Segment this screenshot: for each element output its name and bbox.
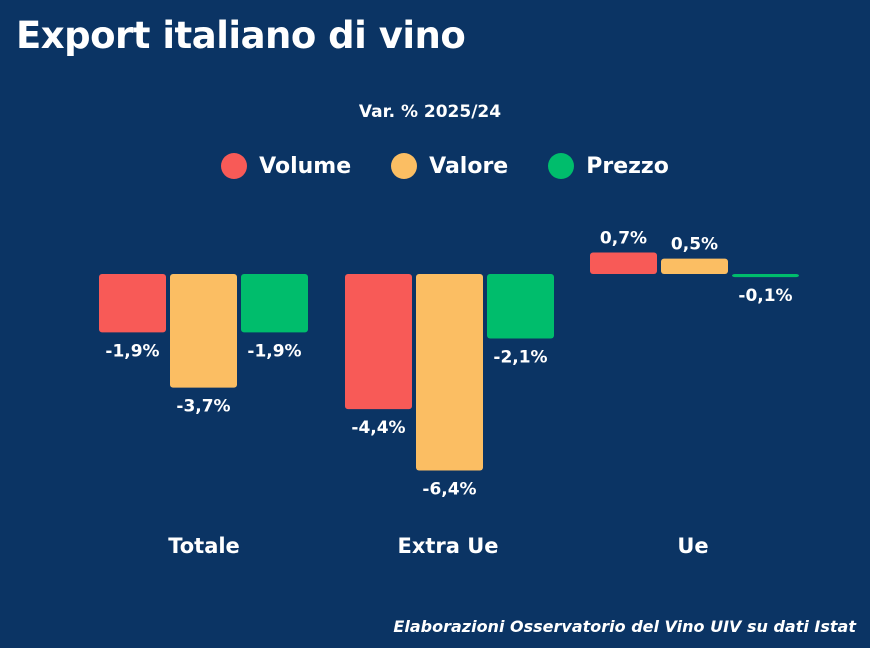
data-label-ue-valore: 0,5%	[671, 235, 718, 255]
data-label-extra-ue-volume: -4,4%	[351, 418, 405, 438]
bar-totale-volume	[99, 274, 166, 333]
bar-extra-ue-volume	[345, 274, 412, 410]
legend-item-volume: Volume	[221, 153, 351, 179]
source-note: Elaborazioni Osservatorio del Vino UIV s…	[393, 617, 856, 636]
legend-item-valore: Valore	[391, 153, 508, 179]
data-label-totale-volume: -1,9%	[105, 341, 159, 361]
legend-item-prezzo: Prezzo	[548, 153, 669, 179]
data-label-ue-volume: 0,7%	[600, 229, 647, 249]
data-label-extra-ue-valore: -6,4%	[422, 479, 476, 499]
legend-label-volume: Volume	[259, 153, 352, 179]
chart-title: Export italiano di vino	[16, 14, 466, 57]
bar-ue-valore	[661, 258, 728, 274]
data-label-totale-prezzo: -1,9%	[247, 341, 301, 361]
legend: Volume Valore Prezzo	[0, 153, 870, 179]
bar-ue-volume	[590, 252, 657, 274]
data-label-extra-ue-prezzo: -2,1%	[493, 347, 547, 367]
bar-extra-ue-prezzo	[487, 274, 554, 339]
category-label-ue: Ue	[677, 534, 708, 558]
bar-totale-prezzo	[241, 274, 308, 333]
chart-subtitle: Var. % 2025/24	[358, 102, 502, 122]
category-label-extra-ue: Extra Ue	[397, 534, 498, 558]
bar-totale-valore	[170, 274, 237, 388]
category-label-totale: Totale	[168, 534, 240, 558]
legend-swatch-prezzo	[548, 153, 575, 179]
bar-extra-ue-valore	[416, 274, 483, 471]
legend-label-valore: Valore	[429, 153, 509, 179]
data-label-ue-prezzo: -0,1%	[738, 286, 792, 306]
data-label-totale-valore: -3,7%	[176, 397, 230, 417]
bar-ue-prezzo	[732, 274, 799, 278]
legend-label-prezzo: Prezzo	[586, 153, 669, 179]
legend-swatch-valore	[391, 153, 418, 179]
legend-swatch-volume	[221, 153, 248, 179]
